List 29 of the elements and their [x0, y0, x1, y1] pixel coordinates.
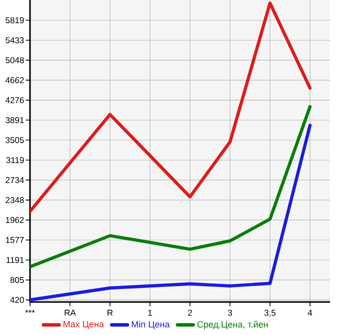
y-tick-label: 420 — [10, 296, 24, 303]
y-tick-label: 1962 — [6, 217, 24, 224]
y-tick-label: 5819 — [6, 17, 24, 24]
y-tick-label: 5433 — [6, 37, 24, 44]
y-tick-label: 805 — [10, 276, 24, 283]
y-tick-label: 3505 — [6, 137, 24, 144]
x-tick-label: 2 — [188, 310, 192, 316]
x-tick-label: *** — [25, 310, 35, 313]
x-tick-label: R — [108, 310, 113, 316]
x-tick-label: 1 — [148, 310, 152, 316]
legend-label: Сред.Цена, т.йен — [197, 320, 268, 330]
legend-label: Max Цена — [64, 321, 104, 330]
y-tick-label: 1577 — [6, 237, 24, 243]
y-tick-label: 4662 — [5, 77, 24, 84]
y-tick-label: 2734 — [6, 177, 24, 184]
x-tick-label: 3,5 — [264, 310, 276, 317]
y-tick-label: 4276 — [5, 97, 24, 104]
x-tick-label: 3 — [228, 310, 232, 316]
line-series — [30, 105, 312, 268]
y-tick-label: 3891 — [6, 117, 24, 124]
y-tick-label: 1191 — [6, 256, 24, 263]
line-series — [30, 2, 312, 213]
legend-label: Min Цена — [132, 320, 170, 330]
y-tick-label: 3119 — [6, 157, 24, 164]
y-tick-label: 2348 — [6, 197, 24, 204]
x-tick-label: 4 — [308, 310, 312, 316]
y-tick-label: 5048 — [6, 57, 24, 64]
line-series — [30, 124, 312, 302]
x-tick-label: RA — [64, 310, 76, 316]
